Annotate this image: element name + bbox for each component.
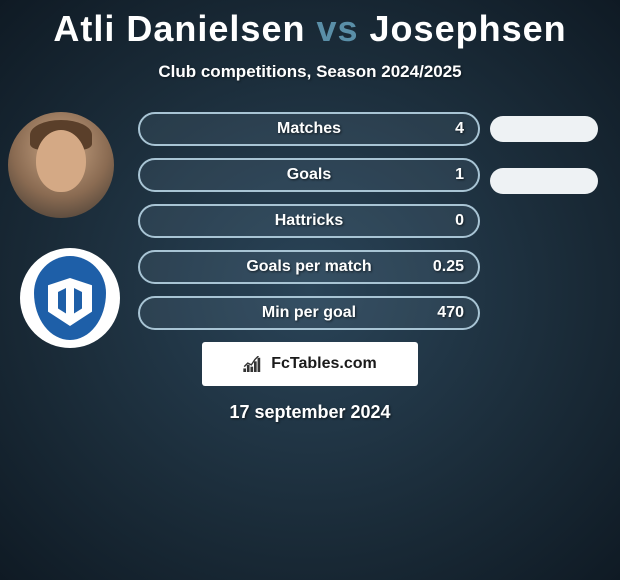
page-title: Atli Danielsen vs Josephsen <box>0 0 620 50</box>
watermark[interactable]: FcTables.com <box>202 342 418 386</box>
stat-label: Min per goal <box>140 304 478 322</box>
vs-separator: vs <box>316 8 358 49</box>
stat-value: 470 <box>437 304 464 322</box>
stat-value: 0 <box>455 212 464 230</box>
stat-label: Goals <box>140 166 478 184</box>
comparison-content: Matches 4 Goals 1 Hattricks 0 Goals per … <box>0 112 620 423</box>
club-badge-icon <box>34 256 106 340</box>
stat-row-goals: Goals 1 <box>138 158 480 192</box>
subtitle: Club competitions, Season 2024/2025 <box>0 62 620 82</box>
stat-label: Matches <box>140 120 478 138</box>
stat-value: 4 <box>455 120 464 138</box>
stat-row-min-per-goal: Min per goal 470 <box>138 296 480 330</box>
stat-value: 0.25 <box>433 258 464 276</box>
stat-value: 1 <box>455 166 464 184</box>
stat-row-matches: Matches 4 <box>138 112 480 146</box>
club-avatar <box>20 248 120 348</box>
stat-row-goals-per-match: Goals per match 0.25 <box>138 250 480 284</box>
stat-label: Goals per match <box>140 258 478 276</box>
stat-label: Hattricks <box>140 212 478 230</box>
watermark-text: FcTables.com <box>271 355 377 373</box>
chart-icon <box>243 356 265 372</box>
stats-list: Matches 4 Goals 1 Hattricks 0 Goals per … <box>138 112 480 330</box>
player1-name: Atli Danielsen <box>53 8 305 49</box>
player2-name: Josephsen <box>370 8 567 49</box>
player1-avatar <box>8 112 114 218</box>
player2-pill-matches <box>490 116 598 142</box>
player2-pill-goals <box>490 168 598 194</box>
date-text: 17 september 2024 <box>0 402 620 423</box>
stat-row-hattricks: Hattricks 0 <box>138 204 480 238</box>
